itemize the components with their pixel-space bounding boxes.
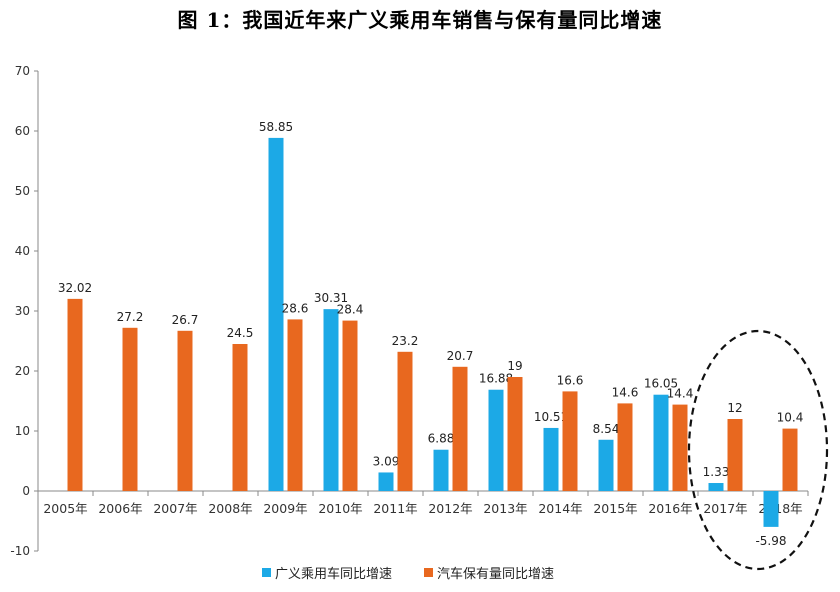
ownership-growth-bar	[507, 377, 523, 491]
chart-title: 图 1：我国近年来广义乘用车销售与保有量同比增速	[177, 8, 663, 32]
ownership-growth-data-label: 20.7	[447, 349, 474, 363]
sales-growth-data-label: 3.09	[373, 454, 400, 468]
y-tick-label: 20	[15, 364, 30, 378]
sales-growth-data-label: 10.51	[534, 410, 568, 424]
sales-growth-data-label: 6.88	[428, 432, 455, 446]
ownership-growth-data-label: 23.2	[392, 334, 419, 348]
legend-label-sales-growth: 广义乘用车同比增速	[275, 566, 392, 582]
ownership-growth-data-label: 27.2	[117, 310, 144, 324]
ownership-growth-bar	[397, 351, 413, 491]
ownership-growth-bar	[617, 403, 633, 491]
y-tick-label: 0	[22, 484, 30, 498]
ownership-growth-data-label: 12	[727, 401, 742, 415]
sales-growth-data-label: 16.88	[479, 372, 513, 386]
x-category-label: 2016年	[648, 501, 692, 516]
sales-growth-bar	[543, 427, 559, 491]
ownership-growth-data-label: 24.5	[227, 326, 254, 340]
ownership-growth-data-label: 19	[507, 359, 522, 373]
ownership-growth-bar	[562, 391, 578, 491]
ownership-growth-bar	[452, 366, 468, 491]
ownership-growth-bar	[342, 320, 358, 491]
x-category-label: 2007年	[153, 501, 197, 516]
sales-growth-bar	[708, 483, 724, 491]
ownership-growth-data-label: 14.6	[612, 385, 639, 399]
legend-label-ownership-growth: 汽车保有量同比增速	[437, 566, 554, 582]
ownership-growth-bar	[782, 428, 798, 491]
sales-growth-data-label: 1.33	[703, 465, 730, 479]
sales-growth-bar	[488, 389, 504, 491]
ownership-growth-data-label: 16.6	[557, 373, 584, 387]
y-tick-label: -10	[10, 544, 30, 558]
x-category-label: 2017年	[703, 501, 747, 516]
sales-growth-bar	[763, 491, 779, 527]
ownership-growth-data-label: 28.4	[337, 303, 364, 317]
ownership-growth-bar	[67, 298, 83, 491]
ownership-growth-bar	[672, 404, 688, 491]
x-category-label: 2008年	[208, 501, 252, 516]
y-tick-label: 10	[15, 424, 30, 438]
ownership-growth-data-label: 14.4	[667, 387, 694, 401]
y-tick-label: 50	[15, 184, 30, 198]
y-tick-label: 70	[15, 64, 30, 78]
sales-growth-data-label: -5.98	[755, 534, 786, 548]
sales-growth-bar	[323, 309, 339, 491]
legend-swatch-sales-growth	[262, 568, 271, 577]
ownership-growth-data-label: 28.6	[282, 301, 309, 315]
x-category-label: 2010年	[318, 501, 362, 516]
ownership-growth-bar	[232, 344, 248, 491]
sales-growth-data-label: 58.85	[259, 120, 293, 134]
x-category-label: 2006年	[98, 501, 142, 516]
ownership-growth-bar	[727, 419, 743, 491]
sales-growth-data-label: 30.31	[314, 291, 348, 305]
ownership-growth-bar	[287, 319, 303, 491]
sales-growth-bar	[598, 439, 614, 491]
y-tick-label: 60	[15, 124, 30, 138]
ownership-growth-bar	[177, 330, 193, 491]
x-category-label: 2005年	[43, 501, 87, 516]
x-category-label: 2015年	[593, 501, 637, 516]
sales-growth-data-label: 8.54	[593, 422, 620, 436]
x-category-label: 2009年	[263, 501, 307, 516]
ownership-growth-bar	[122, 327, 138, 491]
ownership-growth-data-label: 26.7	[172, 313, 199, 327]
sales-growth-bar	[653, 394, 669, 491]
ownership-growth-data-label: 32.02	[58, 281, 92, 295]
y-tick-label: 30	[15, 304, 30, 318]
sales-growth-data-label: 16.05	[644, 377, 678, 391]
x-category-label: 2014年	[538, 501, 582, 516]
y-tick-label: 40	[15, 244, 30, 258]
ownership-growth-data-label: 10.4	[777, 411, 804, 425]
sales-growth-bar	[268, 137, 284, 491]
sales-growth-bar	[433, 449, 449, 491]
highlight-dashed-ellipse	[687, 329, 829, 571]
x-category-label: 2011年	[373, 501, 417, 516]
legend-swatch-ownership-growth	[424, 568, 433, 577]
sales-growth-bar	[378, 472, 394, 491]
x-category-label: 2012年	[428, 501, 472, 516]
x-category-label: 2013年	[483, 501, 527, 516]
